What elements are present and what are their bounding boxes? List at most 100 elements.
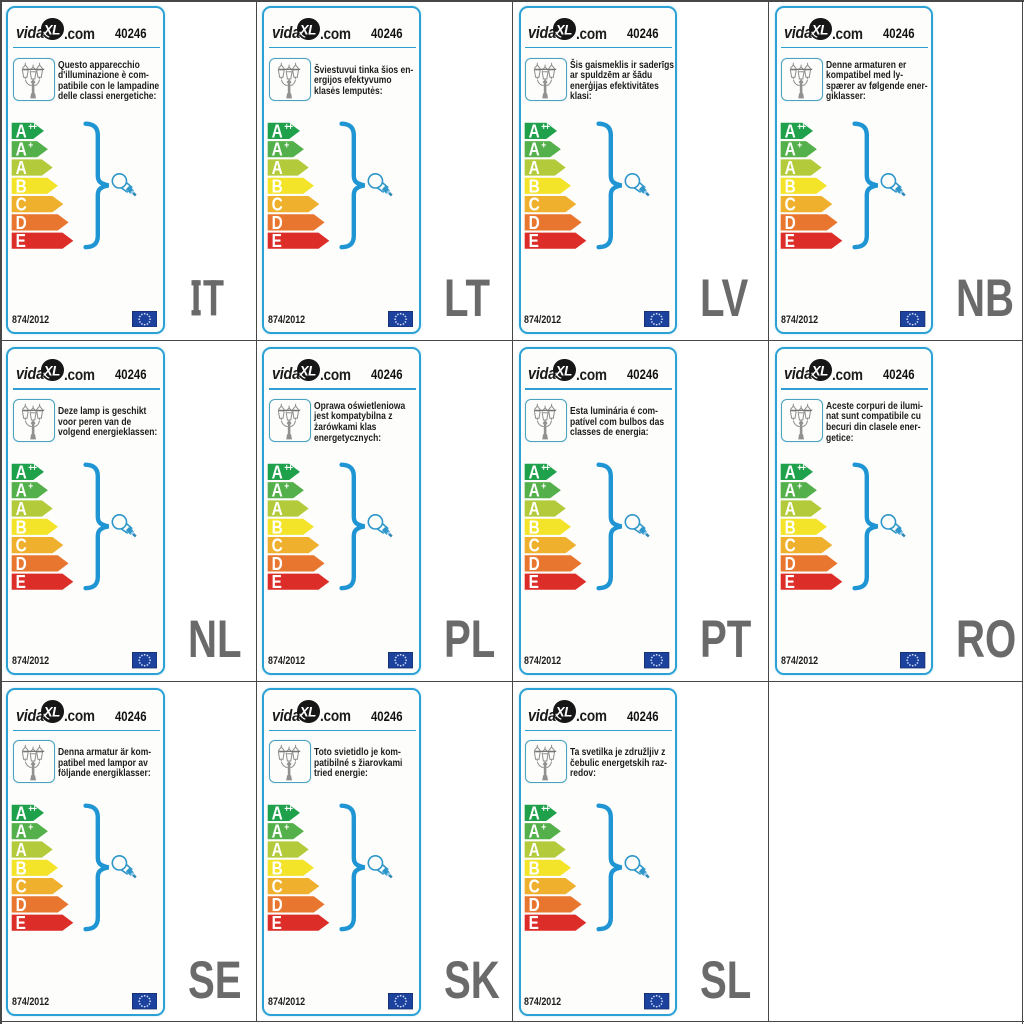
svg-text:E: E [528, 231, 538, 252]
svg-text:+: + [29, 481, 34, 492]
svg-text:C: C [528, 536, 539, 557]
svg-text:++: ++ [29, 463, 38, 474]
svg-text:XL: XL [299, 705, 317, 720]
svg-text:B: B [272, 858, 283, 879]
svg-text:A: A [16, 840, 27, 861]
svg-text:E: E [272, 913, 282, 934]
svg-text:++: ++ [797, 463, 806, 474]
svg-text:A: A [16, 804, 27, 825]
svg-text:A: A [784, 121, 795, 142]
svg-text:++: ++ [29, 121, 38, 132]
svg-text:B: B [272, 517, 283, 538]
svg-text:E: E [784, 231, 794, 252]
svg-text:XL: XL [299, 364, 317, 379]
svg-text:A: A [272, 804, 283, 825]
svg-text:E: E [16, 572, 26, 593]
svg-text:++: ++ [541, 804, 550, 815]
svg-text:XL: XL [299, 22, 317, 37]
svg-text:XL: XL [555, 364, 573, 379]
svg-text:+: + [541, 140, 546, 151]
svg-text:D: D [16, 554, 27, 575]
svg-text:++: ++ [541, 463, 550, 474]
svg-text:A: A [272, 822, 283, 843]
svg-text:A: A [784, 139, 795, 160]
svg-text:+: + [285, 140, 290, 151]
svg-text:A: A [528, 462, 539, 483]
svg-text:C: C [272, 194, 283, 215]
svg-text:E: E [272, 572, 282, 593]
svg-text:A: A [272, 840, 283, 861]
svg-text:D: D [272, 213, 283, 234]
svg-text:A: A [272, 499, 283, 520]
svg-text:A: A [16, 481, 27, 502]
svg-text:+: + [541, 481, 546, 492]
svg-text:A: A [784, 158, 795, 179]
svg-text:C: C [16, 536, 27, 557]
svg-text:+: + [29, 822, 34, 833]
svg-text:A: A [272, 139, 283, 160]
svg-text:A: A [528, 139, 539, 160]
svg-text:A: A [784, 462, 795, 483]
svg-text:A: A [528, 158, 539, 179]
svg-text:D: D [16, 895, 27, 916]
svg-text:A: A [16, 121, 27, 142]
svg-text:XL: XL [555, 22, 573, 37]
svg-text:++: ++ [29, 804, 38, 815]
svg-text:D: D [528, 895, 539, 916]
svg-text:++: ++ [541, 121, 550, 132]
svg-text:+: + [285, 822, 290, 833]
svg-text:C: C [784, 194, 795, 215]
svg-text:A: A [272, 121, 283, 142]
svg-text:A: A [16, 822, 27, 843]
svg-text:B: B [16, 858, 27, 879]
svg-text:B: B [16, 176, 27, 197]
svg-text:A: A [16, 139, 27, 160]
svg-text:XL: XL [43, 364, 61, 379]
svg-text:D: D [784, 213, 795, 234]
svg-text:A: A [784, 499, 795, 520]
svg-text:C: C [528, 194, 539, 215]
svg-text:A: A [528, 822, 539, 843]
svg-text:+: + [797, 481, 802, 492]
svg-text:E: E [16, 231, 26, 252]
svg-text:D: D [784, 554, 795, 575]
svg-text:A: A [784, 481, 795, 502]
svg-text:A: A [528, 481, 539, 502]
svg-text:B: B [272, 176, 283, 197]
svg-text:E: E [16, 913, 26, 934]
svg-text:+: + [285, 481, 290, 492]
svg-text:A: A [528, 499, 539, 520]
svg-text:XL: XL [555, 705, 573, 720]
svg-text:E: E [272, 231, 282, 252]
svg-text:A: A [528, 840, 539, 861]
svg-text:XL: XL [811, 364, 829, 379]
svg-text:D: D [272, 554, 283, 575]
svg-text:C: C [16, 877, 27, 898]
svg-text:B: B [16, 517, 27, 538]
svg-text:++: ++ [285, 463, 294, 474]
svg-text:A: A [272, 158, 283, 179]
svg-text:++: ++ [797, 121, 806, 132]
svg-text:A: A [16, 499, 27, 520]
svg-text:D: D [16, 213, 27, 234]
svg-text:++: ++ [285, 121, 294, 132]
svg-text:+: + [797, 140, 802, 151]
svg-text:A: A [528, 804, 539, 825]
svg-text:D: D [528, 554, 539, 575]
svg-text:A: A [272, 462, 283, 483]
svg-text:A: A [528, 121, 539, 142]
svg-text:C: C [272, 877, 283, 898]
svg-text:+: + [541, 822, 546, 833]
svg-text:D: D [272, 895, 283, 916]
svg-text:E: E [528, 913, 538, 934]
svg-text:E: E [528, 572, 538, 593]
svg-text:B: B [784, 176, 795, 197]
svg-text:B: B [528, 858, 539, 879]
svg-text:A: A [16, 158, 27, 179]
svg-text:A: A [272, 481, 283, 502]
svg-text:C: C [272, 536, 283, 557]
svg-text:+: + [29, 140, 34, 151]
svg-text:XL: XL [43, 22, 61, 37]
svg-text:B: B [528, 176, 539, 197]
svg-text:C: C [16, 194, 27, 215]
